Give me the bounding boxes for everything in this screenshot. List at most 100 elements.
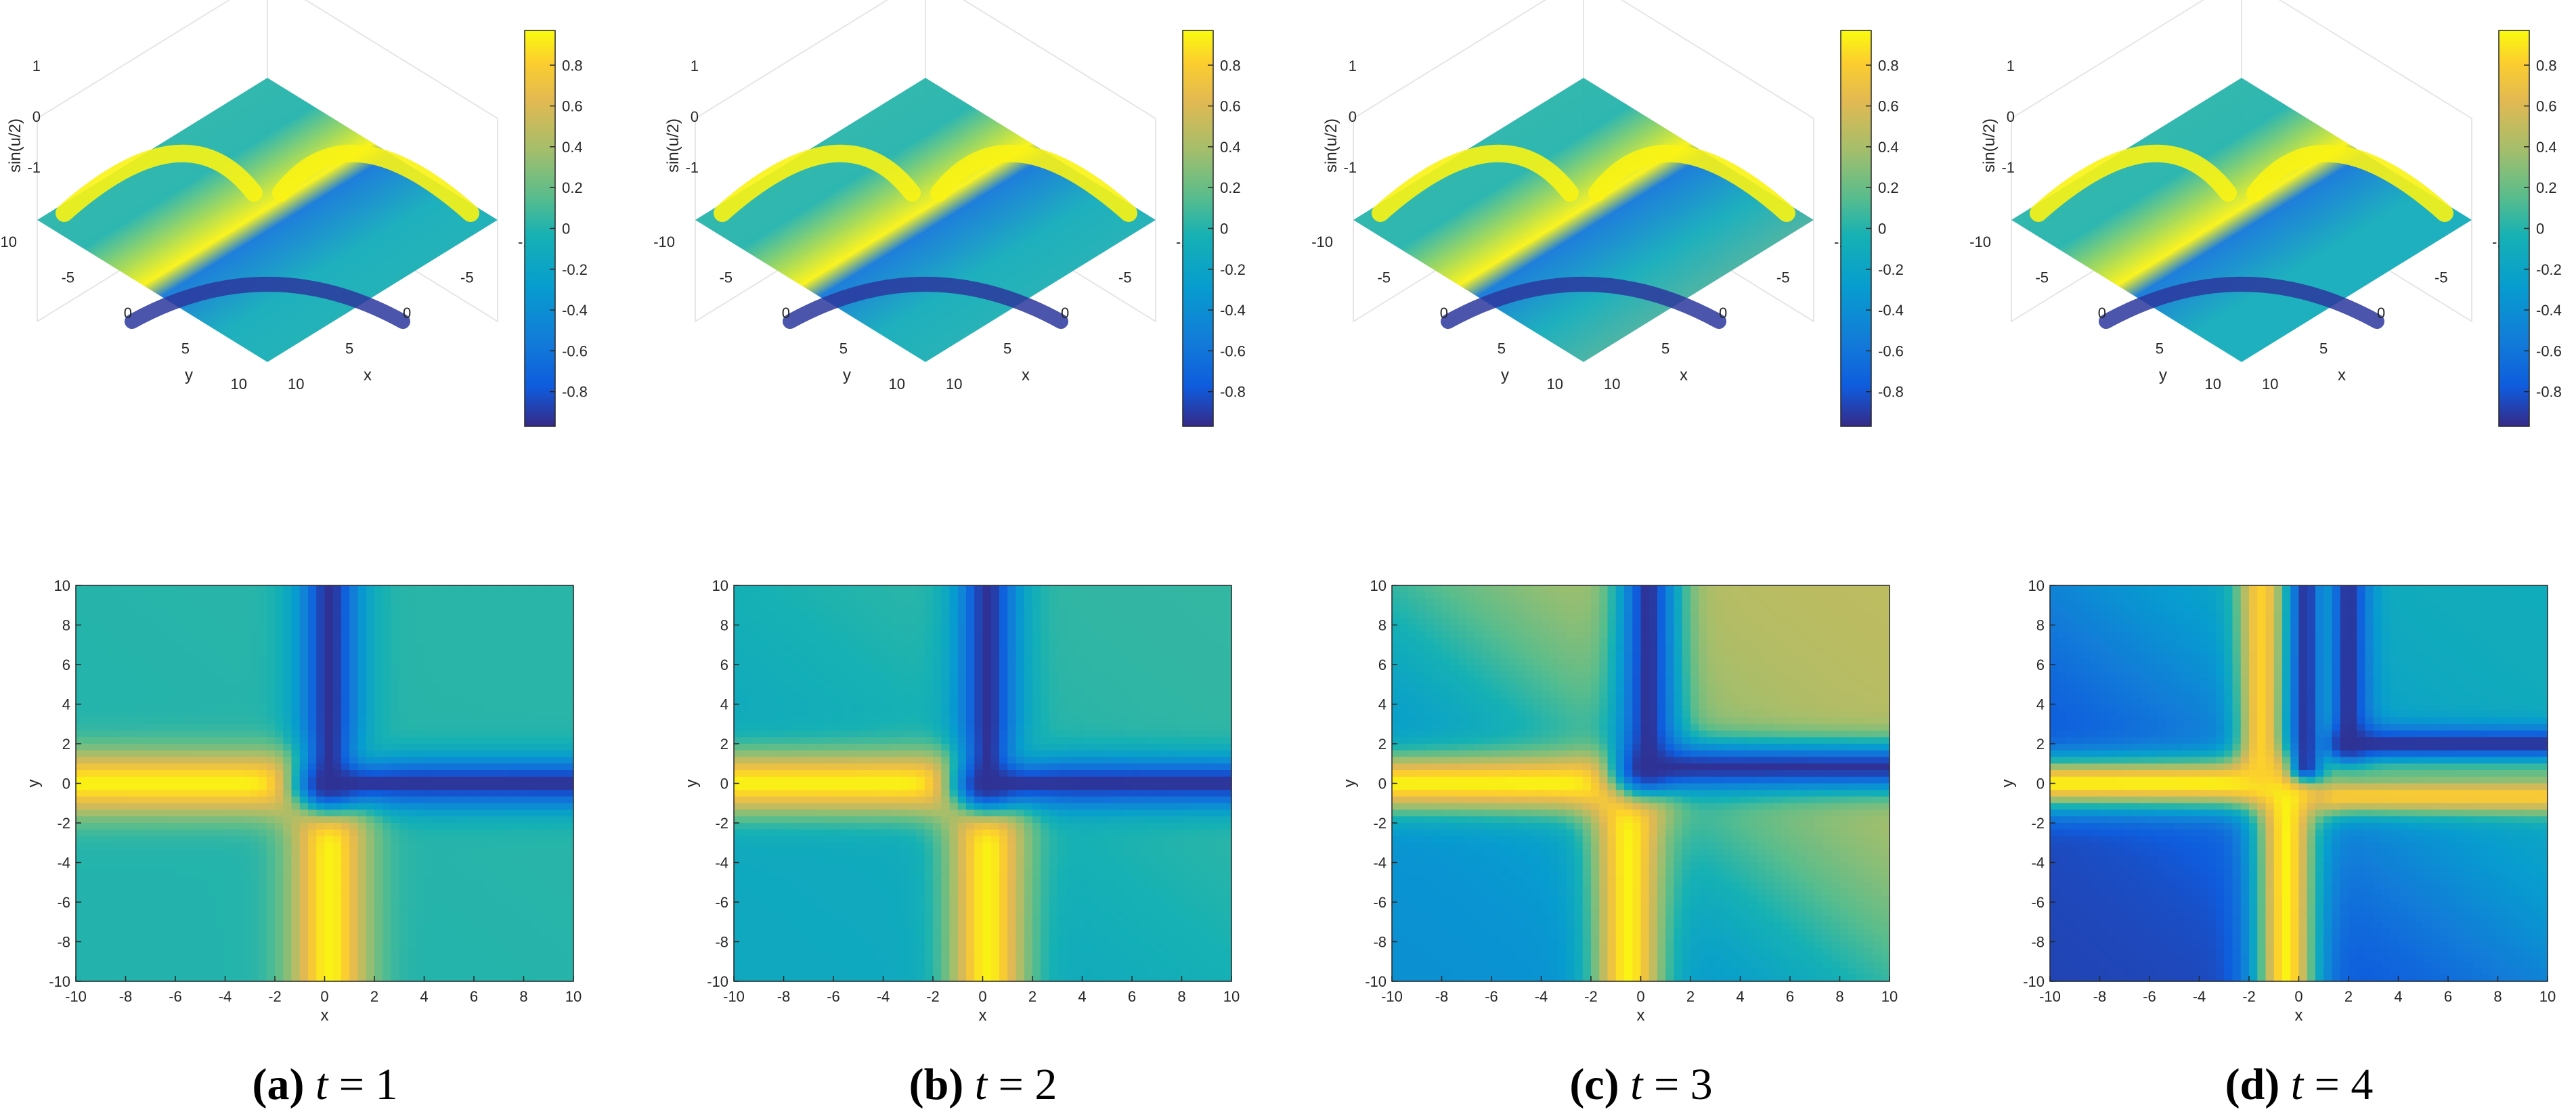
heatmap-cell: [1132, 618, 1141, 626]
heatmap-cell: [1024, 631, 1033, 639]
heatmap-cell: [233, 862, 242, 870]
heatmap-cell: [125, 651, 135, 658]
heatmap-cell: [266, 968, 276, 975]
heatmap-cell: [900, 644, 909, 652]
heatmap-cell: [308, 961, 317, 969]
heatmap-cell: [1173, 671, 1183, 679]
heatmap-cell: [357, 803, 367, 811]
heatmap-cell: [949, 591, 959, 600]
heatmap-cell: [217, 605, 226, 612]
heatmap-cell: [883, 684, 892, 692]
heatmap-cell: [258, 717, 267, 725]
heatmap-cell: [167, 935, 176, 943]
heatmap-cell: [125, 790, 135, 797]
heatmap-cell: [158, 605, 168, 612]
heatmap-cell: [548, 915, 558, 922]
heatmap-cell: [515, 823, 525, 830]
heatmap-cell: [523, 809, 533, 817]
heatmap-cell: [324, 750, 334, 758]
heatmap-cell: [275, 889, 284, 896]
heatmap-cell: [275, 895, 284, 903]
heatmap-cell: [332, 975, 342, 982]
heatmap-cell: [399, 750, 408, 758]
heatmap-cell: [1173, 612, 1183, 619]
heatmap-cell: [100, 803, 110, 811]
heatmap-cell: [482, 585, 492, 593]
heatmap-cell: [507, 757, 516, 764]
heatmap-cell: [416, 816, 425, 824]
heatmap-cell: [142, 816, 151, 824]
heatmap-cell: [891, 651, 900, 658]
heatmap-cell: [183, 677, 193, 685]
heatmap-cell: [842, 585, 851, 593]
heatmap-cell: [734, 658, 743, 665]
heatmap-cell: [531, 723, 541, 732]
heatmap-cell: [1007, 704, 1017, 711]
heatmap-cell: [349, 908, 359, 916]
heatmap-cell: [416, 803, 425, 811]
heatmap-cell: [449, 684, 458, 692]
heatmap-cell: [332, 955, 342, 962]
heatmap-cell: [916, 591, 925, 600]
surface-ytick: 10: [889, 376, 905, 393]
heatmap-cell: [225, 961, 234, 969]
heatmap-cell: [1032, 658, 1041, 665]
heatmap-ytick-label: 4: [62, 696, 70, 713]
heatmap-cell: [424, 612, 433, 619]
heatmap-cell: [308, 658, 317, 665]
heatmap-cell: [324, 737, 334, 744]
heatmap-cell: [498, 862, 508, 870]
heatmap-cell: [449, 671, 458, 679]
heatmap-cell: [92, 717, 102, 725]
heatmap-cell: [299, 836, 309, 843]
heatmap-cell: [332, 948, 342, 956]
heatmap-cell: [966, 638, 975, 646]
heatmap-cell: [734, 644, 743, 652]
heatmap-cell: [808, 598, 818, 606]
heatmap-cell: [242, 948, 250, 956]
heatmap-cell: [332, 809, 342, 817]
heatmap-cell: [449, 922, 458, 929]
heatmap-cell: [100, 671, 110, 679]
heatmap-cell: [167, 618, 176, 626]
heatmap-cell: [233, 763, 242, 771]
heatmap-cell: [825, 612, 834, 619]
heatmap-cell: [217, 823, 226, 830]
heatmap-cell: [908, 625, 917, 632]
heatmap-cell: [242, 790, 250, 797]
heatmap-cell: [424, 908, 433, 916]
heatmap-cell: [275, 717, 284, 725]
heatmap-cell: [150, 876, 160, 883]
heatmap-cell: [316, 605, 326, 612]
heatmap-cell: [982, 638, 992, 646]
heatmap-cell: [175, 809, 184, 817]
heatmap-cell: [167, 658, 176, 665]
heatmap-cell: [982, 684, 992, 692]
heatmap-cell: [1057, 717, 1066, 725]
heatmap-cell: [192, 776, 201, 784]
heatmap-cell: [308, 618, 317, 626]
heatmap-cell: [109, 691, 118, 698]
heatmap-cell: [349, 922, 359, 929]
heatmap-cell: [324, 935, 334, 943]
heatmap-cell: [1074, 691, 1083, 698]
heatmap-cell: [383, 895, 392, 903]
heatmap-cell: [391, 711, 400, 718]
heatmap-cell: [84, 955, 93, 962]
heatmap-cell: [225, 955, 234, 962]
heatmap-cell: [966, 711, 975, 718]
heatmap-cell: [565, 644, 574, 652]
heatmap-cell: [556, 677, 566, 685]
heatmap-cell: [366, 757, 375, 764]
heatmap-cell: [1090, 631, 1099, 639]
heatmap-cell: [990, 612, 1000, 619]
heatmap-cell: [465, 618, 475, 626]
heatmap-cell: [258, 836, 267, 843]
heatmap-cell: [1148, 697, 1158, 705]
heatmap-cell: [540, 744, 549, 751]
heatmap-cell: [150, 612, 160, 619]
heatmap-cell: [399, 948, 408, 956]
heatmap-cell: [391, 876, 400, 883]
heatmap-cell: [92, 744, 102, 751]
heatmap-cell: [200, 908, 209, 916]
